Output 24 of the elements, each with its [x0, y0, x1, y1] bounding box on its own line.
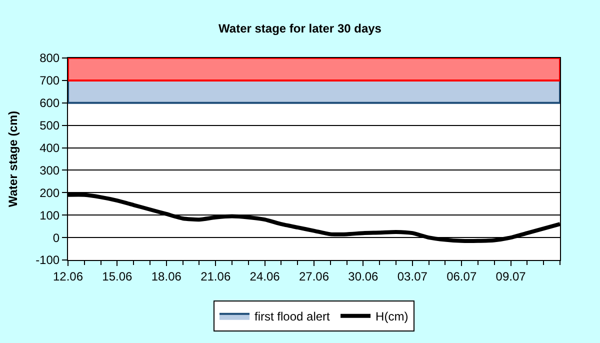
- y-tick-label: 100: [40, 208, 60, 222]
- chart-title: Water stage for later 30 days: [218, 21, 382, 36]
- y-tick-label: 600: [40, 96, 60, 110]
- y-tick-label: 500: [40, 118, 60, 133]
- x-tick-label: 27.06: [298, 269, 330, 284]
- x-tick-label: 18.06: [151, 269, 182, 284]
- y-tick-label: -100: [36, 253, 60, 268]
- x-tick-label: 12.06: [52, 269, 84, 284]
- x-tick-label: 09.07: [496, 269, 526, 284]
- y-tick-label: 0: [52, 230, 60, 245]
- x-tick-label: 06.07: [446, 269, 477, 284]
- x-tick-label: 30.06: [348, 269, 379, 284]
- legend-label: first flood alert: [254, 310, 331, 324]
- x-tick-label: 15.06: [102, 269, 133, 284]
- y-tick-label: 800: [40, 51, 60, 66]
- x-tick-label: 24.06: [250, 269, 280, 284]
- y-tick-label: 300: [40, 163, 60, 178]
- y-tick-label: 400: [40, 140, 60, 155]
- x-tick-label: 21.06: [200, 269, 231, 284]
- y-axis-title: Water stage (cm): [6, 110, 20, 208]
- y-tick-label: 200: [40, 186, 60, 200]
- legend-label: H(cm): [376, 310, 408, 324]
- x-tick-label: 03.07: [397, 269, 428, 284]
- y-tick-label: 700: [40, 74, 60, 88]
